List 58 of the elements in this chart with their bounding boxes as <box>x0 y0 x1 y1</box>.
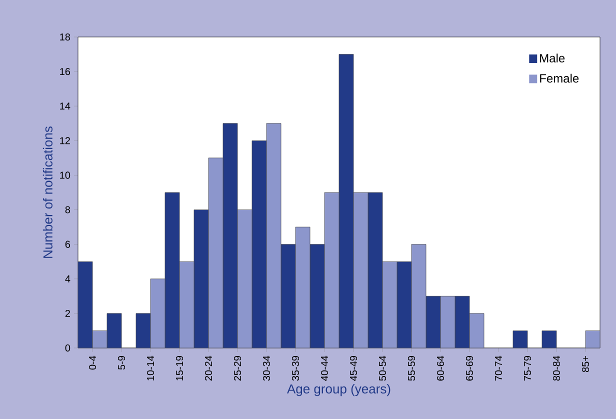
x-tick-label: 15-19 <box>176 356 184 380</box>
x-tick-label: 65-69 <box>466 356 474 381</box>
y-tick-label: 12 <box>60 137 70 144</box>
y-tick-label: 2 <box>65 310 70 317</box>
bar <box>470 313 484 348</box>
bar <box>107 313 122 348</box>
x-tick-label: 80-84 <box>552 356 560 381</box>
x-tick-label: 30-34 <box>262 356 270 381</box>
bar <box>324 192 340 348</box>
x-tick-label: 25-29 <box>234 356 242 381</box>
x-tick-label: 45-49 <box>350 356 358 381</box>
bar <box>223 123 238 348</box>
y-tick-label: 6 <box>65 240 70 248</box>
y-tick-label: 18 <box>60 33 70 41</box>
bar <box>382 262 397 348</box>
x-tick-label: 5-9 <box>118 356 126 370</box>
bar <box>397 262 412 348</box>
bar <box>296 227 310 348</box>
bar <box>354 192 368 348</box>
bar <box>368 192 382 348</box>
bar <box>339 54 354 348</box>
x-tick-label: 0-4 <box>88 356 96 370</box>
x-tick-label: 10-14 <box>146 356 154 380</box>
bar <box>165 192 180 348</box>
bar <box>252 140 267 348</box>
bar <box>281 244 296 348</box>
bar <box>208 158 224 348</box>
bar <box>238 210 252 348</box>
x-axis-title: Age group (years) <box>287 384 390 396</box>
x-tick-label: 55-59 <box>408 356 416 381</box>
bar <box>78 262 93 348</box>
x-tick-label: 35-39 <box>292 356 300 381</box>
x-tick-label: 40-44 <box>320 356 328 381</box>
y-tick-label: 16 <box>60 68 70 76</box>
bar <box>150 278 166 348</box>
y-tick-label: 4 <box>65 275 70 282</box>
bar <box>180 262 194 348</box>
legend-label: Female <box>540 74 579 83</box>
y-tick-label: 8 <box>65 206 70 214</box>
x-tick-label: 60-64 <box>436 356 444 381</box>
bar <box>440 296 455 348</box>
y-tick-label: 0 <box>65 344 70 352</box>
x-tick-label: 75-79 <box>524 356 532 381</box>
legend-label: Male <box>540 54 565 62</box>
x-tick-label: 70-74 <box>494 356 502 381</box>
bar <box>310 244 324 348</box>
x-tick-label: 85+ <box>582 356 590 372</box>
x-tick-label: 50-54 <box>378 356 386 381</box>
y-tick-label: 14 <box>60 102 70 110</box>
bar <box>412 244 426 348</box>
bar <box>136 313 151 348</box>
bar <box>266 123 282 348</box>
bar <box>455 296 470 348</box>
y-axis-title: Number of notifications <box>42 126 52 258</box>
x-tick-label: 20-24 <box>204 356 212 381</box>
bar <box>426 296 440 348</box>
y-tick-label: 10 <box>60 172 70 179</box>
bar <box>194 210 209 348</box>
